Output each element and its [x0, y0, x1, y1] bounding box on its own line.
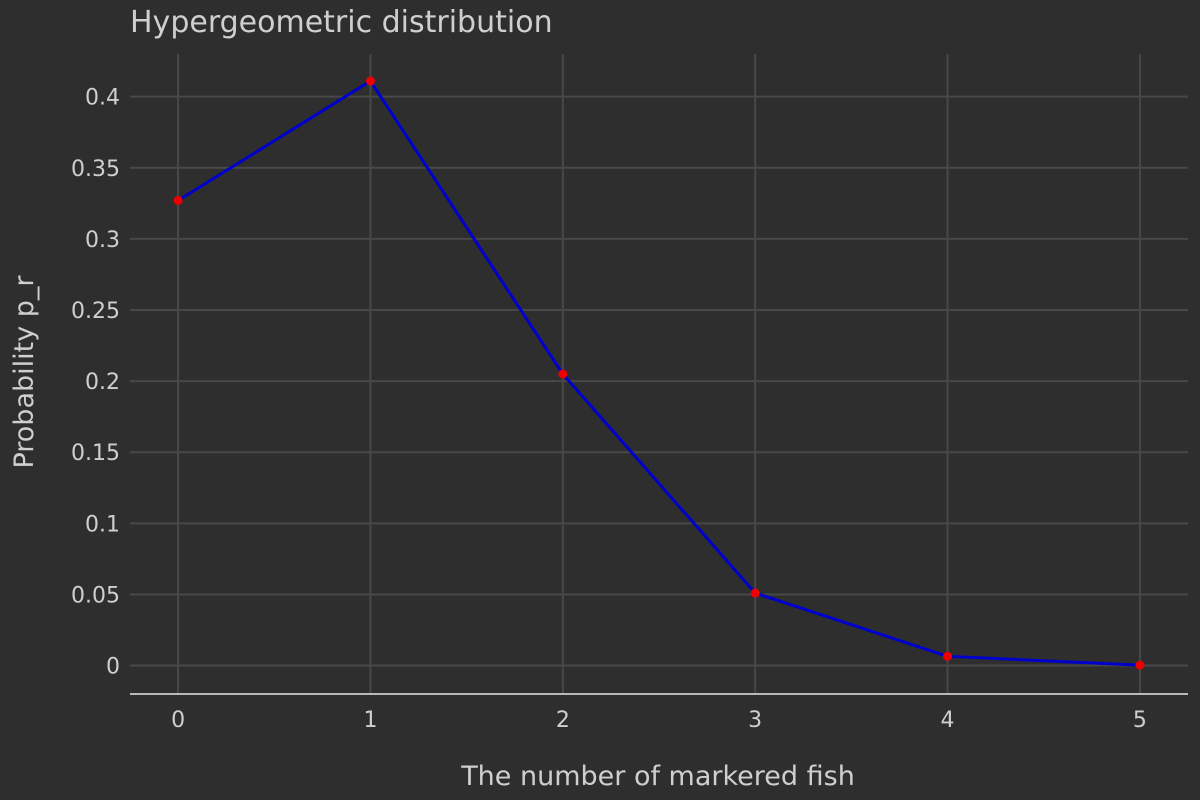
chart-title: Hypergeometric distribution: [130, 5, 553, 40]
x-tick-label: 5: [1133, 708, 1147, 733]
y-tick-label: 0.25: [71, 299, 120, 324]
x-tick-label: 4: [941, 708, 955, 733]
y-tick-label: 0.15: [71, 441, 120, 466]
data-point: [365, 76, 375, 86]
series-line: [177, 79, 1140, 667]
series-layer: [173, 76, 1145, 670]
tick-labels: 0 0.05 0.1 0.15 0.2 0.25 0.3 0.35 0.4 0 1 2 3 4 5: [71, 86, 1147, 733]
data-point: [943, 651, 953, 661]
y-tick-label: 0.4: [85, 86, 120, 111]
data-point: [1135, 660, 1145, 670]
data-point: [173, 195, 183, 205]
x-tick-label: 0: [171, 708, 185, 733]
y-tick-label: 0.3: [85, 228, 120, 253]
x-tick-label: 3: [748, 708, 762, 733]
y-tick-label: 0.05: [71, 583, 120, 608]
x-tick-label: 1: [363, 708, 377, 733]
data-point: [558, 369, 568, 379]
x-tick-label: 2: [556, 708, 570, 733]
grid: [130, 54, 1188, 694]
y-tick-label: 0.2: [85, 370, 120, 395]
y-tick-label: 0.1: [85, 512, 120, 537]
y-axis-label: Probability p_r: [9, 275, 40, 469]
y-tick-label: 0: [106, 655, 120, 680]
data-point: [750, 588, 760, 598]
x-axis-label: The number of markered fish: [460, 761, 855, 792]
y-tick-label: 0.35: [71, 157, 120, 182]
